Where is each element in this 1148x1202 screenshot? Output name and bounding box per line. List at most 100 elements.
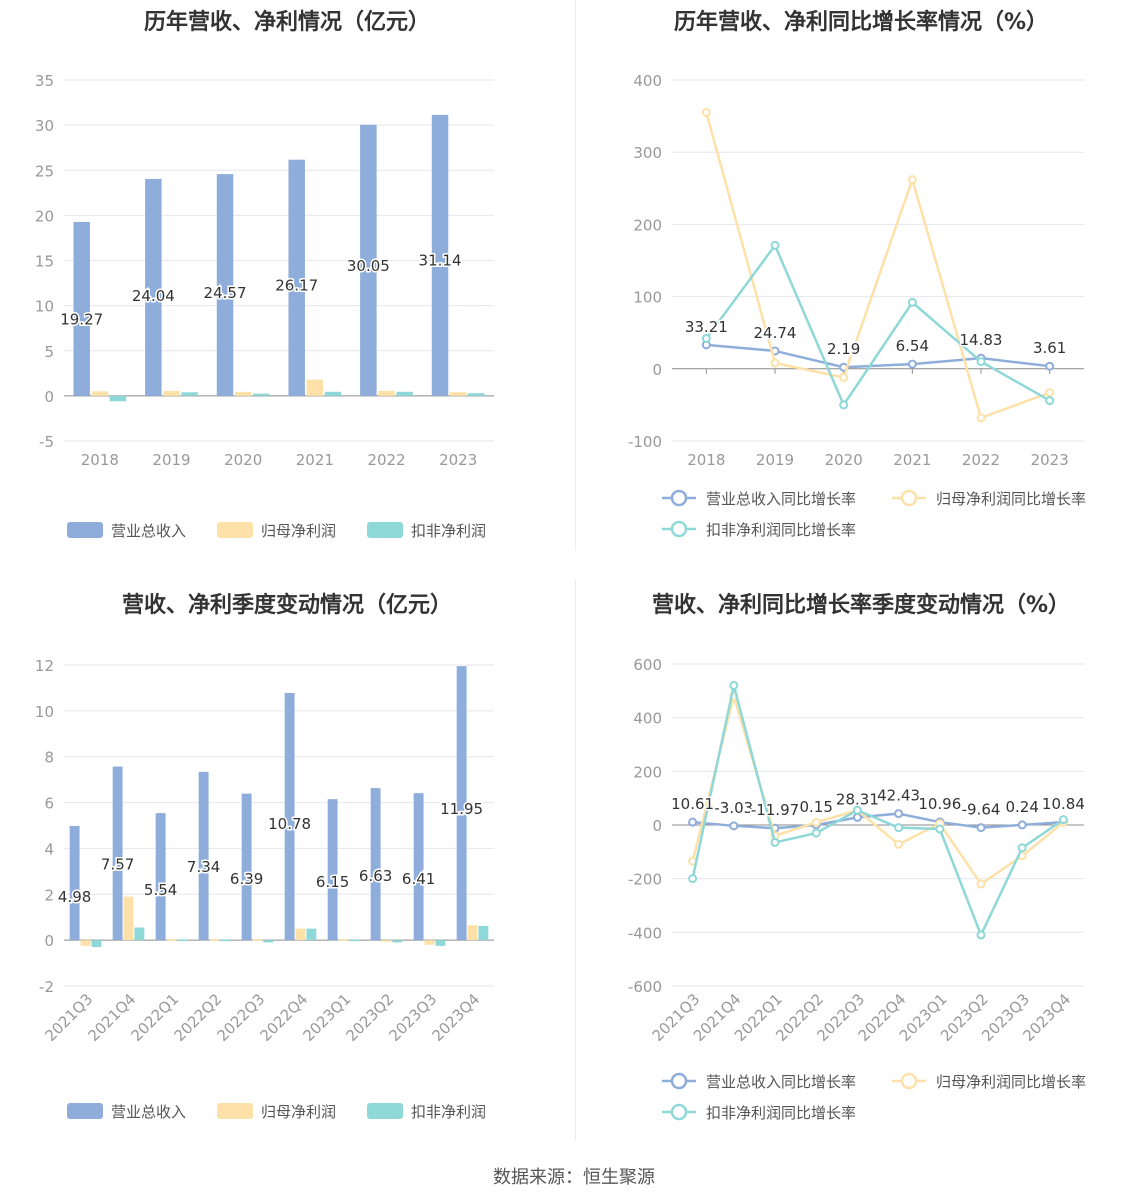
y-tick-label: -400 xyxy=(628,924,662,942)
data-point xyxy=(701,333,711,343)
bar-revenue xyxy=(284,692,295,941)
bar-deducted-profit xyxy=(181,392,198,396)
data-point xyxy=(976,357,986,367)
legend-label: 归母净利润同比增长率 xyxy=(936,1073,1086,1091)
legend-swatch xyxy=(367,1103,403,1119)
bar-net-profit xyxy=(295,928,306,941)
data-label: 31.14 xyxy=(419,252,462,270)
data-label: 28.31 xyxy=(836,790,879,808)
y-tick-label: 0 xyxy=(44,932,54,950)
bar-revenue xyxy=(370,788,381,941)
bar-net-profit xyxy=(381,940,392,942)
data-label: 0.24 xyxy=(1005,798,1038,816)
x-tick-label: 2023 xyxy=(1031,451,1069,469)
data-point xyxy=(770,240,780,250)
bar-net-profit xyxy=(123,896,134,941)
data-label: 4.98 xyxy=(58,888,91,906)
vertical-divider-bottom xyxy=(575,580,576,1140)
x-tick-label: 2023Q4 xyxy=(429,990,484,1045)
legend-swatch-marker xyxy=(900,489,918,507)
legend-label: 归母净利润 xyxy=(261,1103,336,1121)
bar-revenue xyxy=(241,793,252,941)
data-point xyxy=(688,874,698,884)
bar-deducted-profit xyxy=(306,928,317,941)
legend-label: 扣非净利润 xyxy=(411,1103,486,1121)
data-point xyxy=(894,823,904,833)
legend-label: 扣非净利润 xyxy=(411,522,486,540)
y-tick-label: 400 xyxy=(633,72,662,90)
chart-title: 营收、净利季度变动情况（亿元） xyxy=(121,593,452,618)
y-tick-label: 10 xyxy=(35,703,54,721)
data-label: 26.17 xyxy=(275,276,318,294)
bar-deducted-profit xyxy=(468,393,485,396)
series-line-net-profit-growth xyxy=(705,112,1051,420)
y-tick-label: -2 xyxy=(39,978,54,996)
vertical-divider-top xyxy=(575,0,576,550)
bar-net-profit xyxy=(234,391,252,396)
y-tick-label: 8 xyxy=(44,749,54,767)
data-label: 42.43 xyxy=(877,787,920,805)
data-label: 19.27 xyxy=(60,311,103,329)
legend-label: 扣非净利润同比增长率 xyxy=(706,521,856,539)
bar-deducted-profit xyxy=(220,939,231,942)
x-tick-label: 2020 xyxy=(224,451,262,469)
legend-label: 归母净利润同比增长率 xyxy=(936,490,1086,508)
legend-swatch-marker xyxy=(670,1103,688,1121)
bar-revenue xyxy=(288,159,305,396)
data-point xyxy=(907,359,917,369)
y-tick-label: 600 xyxy=(633,656,662,674)
data-label: 10.61 xyxy=(671,795,714,813)
series-line-revenue-growth xyxy=(706,343,1050,369)
y-tick-label: 30 xyxy=(35,117,54,135)
legend-swatch-marker xyxy=(670,520,688,538)
y-tick-label: 300 xyxy=(633,144,662,162)
data-label: 6.15 xyxy=(316,873,349,891)
legend-label: 营业总收入 xyxy=(111,522,186,540)
legend-label: 扣非净利润同比增长率 xyxy=(706,1104,856,1122)
bar-net-profit xyxy=(424,940,435,945)
legend-swatch xyxy=(217,1103,253,1119)
x-tick-label: 2019 xyxy=(152,451,190,469)
y-tick-label: 20 xyxy=(35,207,54,225)
legend-label: 营业总收入同比增长率 xyxy=(706,1073,856,1091)
bar-deducted-profit xyxy=(435,940,446,946)
y-tick-label: -600 xyxy=(628,978,662,996)
bar-revenue xyxy=(360,124,377,396)
x-tick-label: 2019 xyxy=(756,451,794,469)
bar-deducted-profit xyxy=(253,393,270,396)
y-tick-label: 6 xyxy=(44,795,54,813)
data-label: 30.05 xyxy=(347,257,390,275)
bar-net-profit xyxy=(449,392,467,396)
bar-net-profit xyxy=(338,938,349,941)
y-tick-label: 100 xyxy=(633,289,662,307)
y-tick-label: 400 xyxy=(633,710,662,728)
data-point xyxy=(839,372,849,382)
data-point xyxy=(1058,815,1068,825)
data-label: 6.39 xyxy=(230,870,263,888)
bar-deducted-profit xyxy=(324,391,342,396)
bar-net-profit xyxy=(378,390,395,396)
bar-revenue xyxy=(69,825,80,941)
data-point xyxy=(907,175,917,185)
bar-deducted-profit xyxy=(392,940,403,943)
bar-revenue xyxy=(155,813,166,941)
data-label: -11.97 xyxy=(751,801,799,819)
bar-net-profit xyxy=(166,938,177,941)
data-label: 3.61 xyxy=(1033,339,1066,357)
x-tick-label: 2020 xyxy=(825,451,863,469)
annual-growth-rate-chart: 历年营收、净利同比增长率情况（%） -100 0 100 200 300 400 2018 2… xyxy=(574,0,1148,585)
annual-revenue-profit-chart: 历年营收、净利情况（亿元） -5 0 5 10 15 20 25 30 35 2018 2019 20… xyxy=(0,0,574,585)
data-label: 2.19 xyxy=(827,340,860,358)
data-point xyxy=(976,930,986,940)
bar-revenue xyxy=(145,178,162,396)
legend-swatch xyxy=(367,522,403,538)
data-point xyxy=(688,817,698,827)
y-tick-label: 0 xyxy=(652,361,662,379)
data-point xyxy=(1045,388,1055,398)
y-tick-label: 0 xyxy=(44,388,54,406)
bar-net-profit xyxy=(467,925,478,941)
bar-revenue xyxy=(431,114,449,396)
bar-net-profit xyxy=(80,940,91,946)
bar-net-profit xyxy=(306,379,324,396)
data-point xyxy=(811,817,821,827)
